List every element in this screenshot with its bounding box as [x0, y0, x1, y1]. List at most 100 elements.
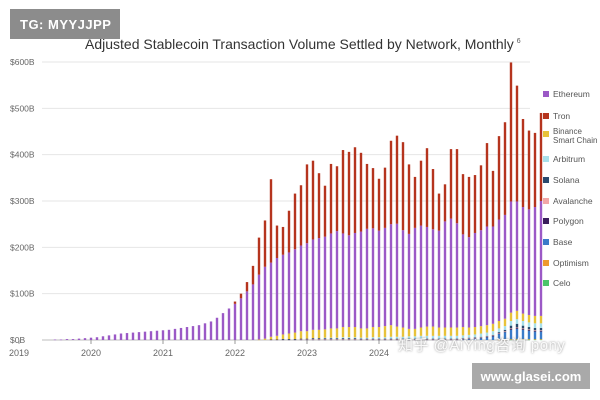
bar-segment: [497, 333, 501, 334]
watermark-url-badge: www.glasei.com: [472, 363, 590, 389]
bar-segment: [527, 330, 531, 340]
bar-segment: [413, 339, 417, 340]
legend-swatch: [543, 260, 549, 266]
bar-segment: [431, 335, 435, 339]
bar-segment: [413, 176, 417, 228]
bar-segment: [437, 193, 441, 231]
legend-label: Solana: [553, 175, 580, 185]
bar-segment: [311, 339, 315, 340]
bar-segment: [287, 210, 291, 253]
bar-segment: [437, 339, 441, 340]
bar-segment: [413, 338, 417, 340]
bar-segment: [485, 336, 489, 338]
bar-segment: [389, 224, 393, 326]
bar-segment: [389, 325, 393, 337]
bar-segment: [479, 333, 483, 337]
legend-swatch: [543, 113, 549, 119]
bar-segment: [485, 143, 489, 227]
bar-segment: [497, 136, 501, 220]
bar-segment: [533, 207, 537, 316]
bar-segment: [437, 230, 441, 328]
bar-segment: [479, 337, 483, 338]
bar-segment: [467, 339, 471, 340]
bar-segment: [503, 318, 507, 327]
bar-segment: [383, 339, 387, 341]
bar-segment: [371, 327, 375, 338]
bar-segment: [407, 164, 411, 234]
bar-segment: [533, 132, 537, 208]
bar-segment: [299, 339, 303, 340]
bar-segment: [365, 228, 369, 329]
bar-segment: [455, 335, 459, 339]
bar-segment: [437, 338, 441, 340]
bar-segment: [341, 233, 345, 328]
bar-segment: [449, 149, 453, 219]
bar-segment: [401, 336, 405, 339]
bar-segment: [485, 336, 489, 337]
bar-segment: [479, 230, 483, 327]
y-tick-label: $100B: [10, 289, 35, 299]
bar-segment: [503, 122, 507, 215]
bar-segment: [299, 331, 303, 339]
bar-segment: [503, 339, 507, 341]
bar-segment: [533, 330, 537, 331]
watermark-text: 知乎 @AiYing咨询 pony: [398, 337, 566, 354]
bar-segment: [515, 201, 519, 311]
bar-segment: [299, 338, 303, 340]
bar-segment: [539, 339, 543, 341]
bar-segment: [527, 322, 531, 328]
bar-segment: [521, 118, 525, 208]
bar-segment: [65, 339, 69, 340]
bar-segment: [245, 291, 249, 340]
bar-segment: [437, 327, 441, 336]
bar-segment: [527, 329, 531, 331]
bar-segment: [323, 337, 327, 339]
bar-segment: [515, 327, 519, 329]
bar-segment: [419, 338, 423, 340]
bar-segment: [539, 331, 543, 340]
chart-title: Adjusted Stablecoin Transaction Volume S…: [85, 36, 521, 52]
bar-segment: [95, 337, 99, 340]
bar-segment: [485, 226, 489, 326]
bar-segment: [89, 337, 93, 340]
bar-segment: [275, 257, 279, 336]
title-footnote: 6: [516, 38, 521, 46]
bar-segment: [347, 327, 351, 338]
bar-segment: [203, 323, 207, 340]
bar-segment: [299, 245, 303, 332]
bar-segment: [341, 339, 345, 341]
bar-segment: [185, 327, 189, 340]
bar-segment: [329, 339, 333, 340]
bar-segment: [395, 339, 399, 340]
bar-segment: [515, 328, 519, 340]
bar-segment: [53, 339, 57, 341]
bar-segment: [305, 339, 309, 340]
bar-segment: [311, 239, 315, 330]
bar-segment: [533, 330, 537, 332]
bar-segment: [509, 312, 513, 322]
x-tick-label: 2022: [225, 348, 245, 358]
bar-segment: [473, 338, 477, 339]
legend-swatch: [543, 156, 549, 162]
bar-segment: [521, 339, 525, 341]
bar-segment: [509, 201, 513, 313]
bar-segment: [401, 339, 405, 340]
x-tick-label: 2021: [153, 348, 173, 358]
bar-segment: [353, 339, 357, 340]
bar-segment: [509, 339, 513, 340]
bar-segment: [251, 265, 255, 285]
legend-swatch: [543, 177, 549, 183]
bar-segment: [515, 323, 519, 328]
legend-label: Binance: [553, 127, 582, 136]
bar-segment: [365, 338, 369, 340]
bar-segment: [245, 282, 249, 292]
bar-segment: [467, 338, 471, 339]
bar-segment: [407, 339, 411, 341]
legend-label: Smart Chain: [553, 136, 597, 145]
bar-segment: [503, 331, 507, 333]
bar-segment: [347, 339, 351, 340]
bar-segment: [365, 337, 369, 339]
bar-segment: [533, 339, 537, 341]
bar-segment: [335, 339, 339, 341]
